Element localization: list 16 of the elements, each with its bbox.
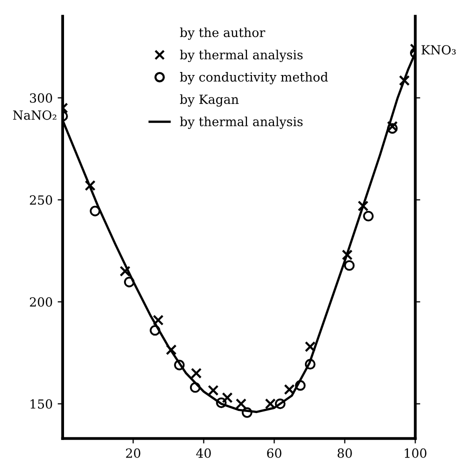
y-tick-label: 150	[30, 399, 52, 409]
y-tick-label: 200	[30, 297, 52, 307]
x-tick-label: 60	[267, 448, 282, 458]
annotation: KNO₃	[422, 45, 456, 55]
annotation: by the author	[180, 27, 266, 40]
y-tick-label: 300	[30, 93, 52, 103]
y-tick-label: 250	[30, 195, 52, 205]
x-tick-label: 20	[126, 448, 140, 458]
x-tick-label: 80	[338, 448, 352, 458]
legend-label: by thermal analysis	[180, 50, 303, 62]
annotation: NaNO₂	[13, 110, 56, 120]
legend-label: by thermal analysis	[180, 116, 303, 129]
x-tick-label: 100	[404, 448, 426, 458]
legend-label: by conductivity method	[180, 72, 328, 84]
x-tick-label: 40	[196, 448, 211, 458]
annotation: by Kagan	[180, 94, 239, 107]
